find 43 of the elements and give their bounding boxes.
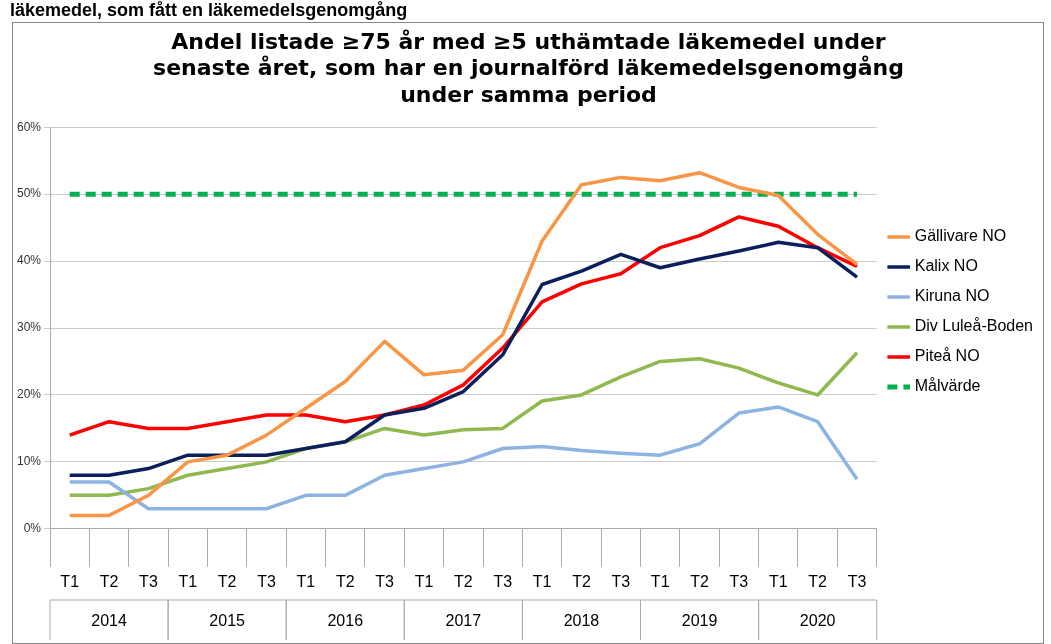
x-tick-label: T2 [690, 572, 709, 590]
text: läkemedel, som fått en läkemedelsgenomgång [10, 0, 408, 21]
y-tick-label: 40% [16, 253, 42, 268]
text: 2015 [209, 612, 246, 630]
x-tick-label: T1 [60, 572, 80, 590]
x-tick-label: T3 [847, 572, 867, 590]
x-tick-label: T2 [808, 572, 828, 590]
x-tick-label: T3 [375, 572, 395, 590]
x-tick-label: T2 [454, 572, 473, 590]
y-tick-label: 30% [16, 320, 42, 335]
text: 2019 [681, 612, 718, 630]
y-tick-label: 50% [16, 186, 42, 201]
legend-label: Piteå NO [914, 347, 980, 365]
x-tick-label: T2 [572, 572, 591, 590]
x-tick-label: T1 [650, 572, 670, 590]
x-tick-label: T3 [139, 572, 158, 590]
text: 2017 [445, 612, 482, 630]
x-tick-label: T1 [296, 572, 316, 590]
chart-title: Andel listade ≥75 år med ≥5 uthämtade läkemedel under senaste året, som har en journalförd läkemedelsgenomgång under samma period [153, 28, 904, 107]
legend-label: Div Luleå-Boden [914, 317, 1033, 335]
legend-label: Målvärde [914, 377, 981, 395]
x-tick-label: T3 [493, 572, 513, 590]
legend-label: Kiruna NO [914, 287, 990, 305]
x-tick-label: T1 [768, 572, 788, 590]
text: 2018 [563, 612, 600, 630]
x-tick-label: T1 [414, 572, 434, 590]
text: 2020 [799, 612, 836, 630]
text: 2014 [91, 612, 127, 630]
x-tick-label: T1 [178, 572, 198, 590]
x-tick-label: T3 [257, 572, 276, 590]
x-tick-label: T3 [611, 572, 631, 590]
y-tick-label: 60% [16, 119, 42, 134]
y-tick-label: 0% [23, 521, 42, 536]
x-tick-label: T2 [335, 572, 355, 590]
x-tick-label: T2 [217, 572, 237, 590]
text: 2016 [327, 612, 364, 630]
legend-label: Gällivare NO [914, 227, 1007, 245]
x-tick-label: T3 [729, 572, 749, 590]
x-tick-label: T1 [532, 572, 552, 590]
x-tick-label: T2 [99, 572, 119, 590]
y-tick-label: 10% [16, 454, 42, 469]
legend-label: Kalix NO [914, 257, 978, 275]
y-tick-label: 20% [16, 387, 42, 402]
